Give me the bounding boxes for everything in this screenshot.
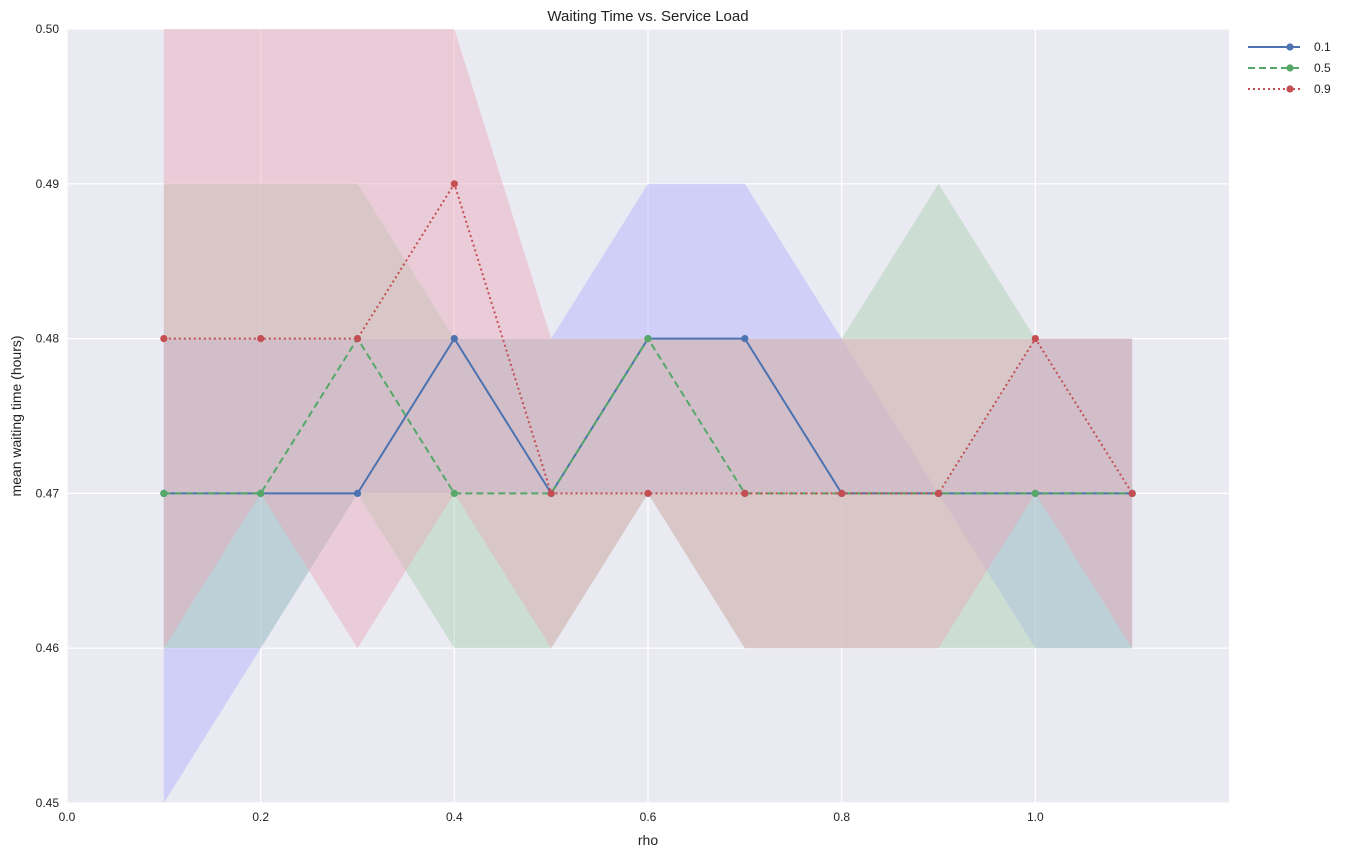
y-tick-label: 0.48 (36, 332, 60, 346)
legend-label: 0.9 (1314, 82, 1331, 96)
point-series-1 (160, 489, 168, 497)
point-series-2 (838, 489, 846, 497)
legend-item: 0.5 (1248, 61, 1331, 75)
y-tick-label: 0.49 (36, 177, 60, 191)
x-tick-label: 0.6 (640, 810, 657, 824)
chart-title: Waiting Time vs. Service Load (547, 8, 748, 25)
point-series-2 (353, 335, 362, 343)
legend-item: 0.9 (1248, 82, 1331, 96)
y-axis-label: mean waiting time (hours) (8, 335, 24, 496)
legend-marker (1286, 43, 1294, 51)
legend: 0.1 0.5 0.9 (1248, 40, 1331, 96)
band-series-1 (163, 183, 1133, 649)
y-tick-label: 0.50 (36, 22, 60, 36)
legend-marker (1286, 64, 1294, 72)
point-series-1 (1031, 489, 1039, 497)
x-tick-label: 0.4 (446, 810, 463, 824)
x-axis-label: rho (638, 832, 658, 848)
axis-ticks: 0.0 0.2 0.4 0.6 0.8 1.0 0.45 0.46 0.47 0.48 0.49 0.… (36, 22, 1044, 824)
legend-label: 0.1 (1314, 40, 1331, 54)
x-tick-label: 0.8 (833, 810, 850, 824)
point-series-2 (547, 489, 555, 497)
line-series-2 (163, 182, 1134, 495)
point-series-2 (160, 335, 168, 343)
point-series-2 (450, 180, 458, 188)
y-tick-label: 0.45 (36, 796, 60, 810)
point-series-0 (741, 335, 749, 343)
x-tick-label: 1.0 (1027, 810, 1044, 824)
legend-label: 0.5 (1314, 61, 1331, 75)
point-series-1 (644, 335, 652, 343)
point-series-0 (450, 335, 458, 343)
y-tick-label: 0.47 (36, 486, 60, 500)
point-series-1 (257, 489, 265, 497)
legend-marker (1286, 85, 1294, 93)
point-series-2 (257, 335, 265, 343)
x-tick-label: 0.0 (59, 810, 76, 824)
band-series-0 (163, 183, 1133, 804)
point-series-2 (1128, 489, 1136, 497)
y-tick-label: 0.46 (36, 641, 60, 655)
point-series-0 (353, 489, 362, 497)
point-series-2 (934, 489, 943, 497)
x-tick-label: 0.2 (252, 810, 269, 824)
point-series-1 (450, 489, 458, 497)
series-markers (160, 180, 1136, 497)
point-series-2 (1031, 335, 1039, 343)
point-series-2 (741, 489, 749, 497)
point-series-2 (644, 489, 652, 497)
legend-item: 0.1 (1248, 40, 1331, 54)
